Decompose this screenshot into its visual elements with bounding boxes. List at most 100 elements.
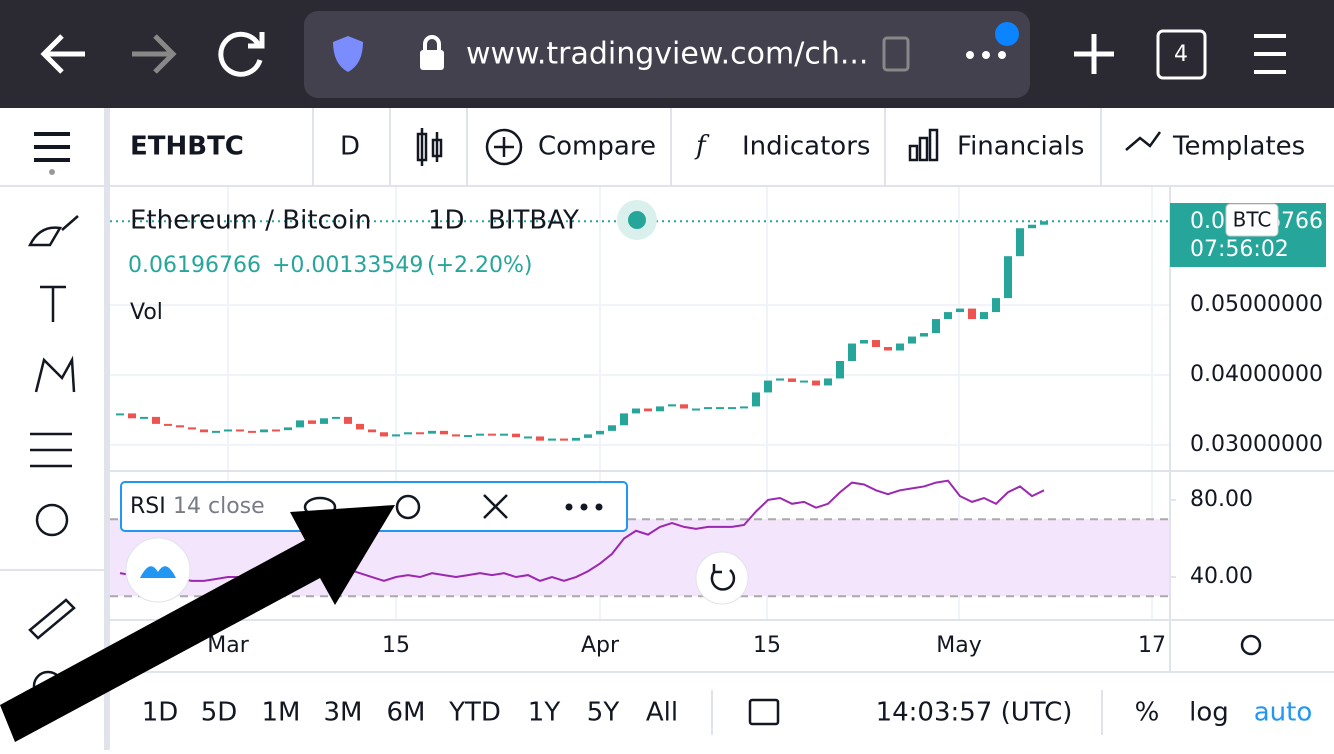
exchange: BITBAY	[488, 206, 579, 236]
notification-dot	[995, 22, 1019, 46]
candle	[272, 429, 280, 432]
countdown: 07:56:02	[1190, 237, 1289, 262]
more-icon[interactable]	[565, 503, 603, 511]
goto-date-icon[interactable]	[748, 698, 780, 726]
range-button[interactable]: 6M	[387, 698, 426, 728]
x-label: Mar	[207, 633, 249, 658]
candle	[308, 420, 316, 424]
x-label: May	[936, 633, 981, 658]
y-tick-label: 0.05000000	[1190, 292, 1323, 317]
time[interactable]: 14:03:57 (UTC)	[876, 698, 1073, 728]
candle	[572, 437, 580, 441]
range-button[interactable]: YTD	[448, 698, 501, 728]
symbol-name: Ethereum / Bitcoin	[130, 206, 371, 236]
tv-logo[interactable]	[125, 537, 191, 603]
candle	[908, 336, 916, 344]
candle	[152, 416, 160, 424]
candle	[656, 406, 664, 412]
candle	[260, 429, 268, 433]
interval[interactable]: D	[340, 132, 360, 162]
browser-menu[interactable]	[1254, 34, 1286, 74]
auto-toggle[interactable]: auto	[1254, 698, 1313, 728]
volume-label: Vol	[130, 300, 163, 325]
new-tab[interactable]	[1074, 34, 1114, 74]
range-buttons: 1D 5D 1M 3M 6M YTD 1Y 5Y All	[142, 698, 678, 728]
percent-toggle[interactable]: %	[1135, 698, 1160, 728]
settings-sun[interactable]	[1240, 634, 1262, 656]
y-tick-label: 0.04000000	[1190, 362, 1323, 387]
candle	[476, 433, 484, 436]
templates-icon[interactable]	[1125, 131, 1162, 151]
rsi-params: 14 close	[173, 494, 265, 519]
candle	[332, 416, 340, 419]
financials[interactable]: Financials	[957, 132, 1084, 162]
candle	[920, 333, 928, 337]
drawing-tools[interactable]	[27, 215, 79, 702]
reader-icon[interactable]	[882, 36, 910, 72]
compare-plus	[494, 137, 514, 157]
range-button[interactable]: 1M	[262, 698, 301, 728]
remove-icon[interactable]	[483, 494, 508, 519]
reset-button[interactable]	[695, 551, 749, 605]
last-price: 0.06196766	[128, 253, 261, 278]
candle	[932, 319, 940, 334]
rsi-tick-label: 40.00	[1190, 564, 1253, 589]
forward-button[interactable]	[132, 34, 177, 74]
range-button[interactable]: 1Y	[528, 698, 561, 728]
menu-dots[interactable]	[966, 51, 1006, 59]
range-button[interactable]: 5D	[201, 698, 238, 728]
address-bar[interactable]	[304, 11, 1030, 98]
financials-icon[interactable]	[908, 128, 939, 162]
candle	[188, 427, 196, 430]
candle	[620, 413, 628, 426]
lock-icon	[420, 50, 444, 70]
templates[interactable]: Templates	[1172, 132, 1305, 162]
indicators[interactable]: Indicators	[742, 132, 870, 162]
log-toggle[interactable]: log	[1189, 698, 1229, 728]
candle	[716, 407, 724, 410]
candle	[344, 416, 352, 424]
candle	[392, 434, 400, 437]
candle	[1040, 221, 1048, 225]
chart-type-icon[interactable]	[416, 128, 443, 166]
candle	[488, 433, 496, 436]
x-label: 15	[753, 633, 781, 658]
candle	[224, 429, 232, 432]
candle	[836, 360, 844, 379]
candle	[296, 420, 304, 428]
candle	[824, 378, 832, 386]
settings-icon[interactable]	[395, 494, 421, 520]
reload-button[interactable]	[218, 31, 265, 77]
candle	[980, 312, 988, 320]
range-button[interactable]: All	[646, 698, 678, 728]
candle	[548, 438, 556, 441]
tabs-button[interactable]	[1156, 29, 1207, 80]
range-button[interactable]: 3M	[324, 698, 363, 728]
range-button[interactable]: 1D	[142, 698, 179, 728]
range-button[interactable]: 5Y	[587, 698, 620, 728]
compare-icon[interactable]	[485, 128, 523, 166]
candle	[776, 378, 784, 381]
candle	[512, 433, 520, 438]
compare[interactable]: Compare	[538, 132, 656, 162]
back-button[interactable]	[40, 34, 85, 74]
candle	[116, 413, 124, 416]
candle	[416, 432, 424, 435]
candle	[704, 407, 712, 410]
currency-badge	[1225, 203, 1279, 237]
candle	[404, 432, 412, 435]
market-status-dot	[628, 211, 646, 229]
candle	[452, 434, 460, 437]
url[interactable]: www.tradingview.com/ch...	[466, 37, 868, 72]
currency: BTC	[1233, 208, 1272, 232]
candle	[788, 378, 796, 382]
candle	[1028, 224, 1036, 229]
y-tick-label: 0.03000000	[1190, 432, 1323, 457]
candle	[968, 308, 976, 320]
shield-icon[interactable]	[333, 36, 363, 72]
hamburger[interactable]	[34, 132, 70, 162]
x-label: Apr	[581, 633, 620, 658]
symbol[interactable]: ETHBTC	[130, 132, 244, 162]
candle	[728, 407, 736, 410]
